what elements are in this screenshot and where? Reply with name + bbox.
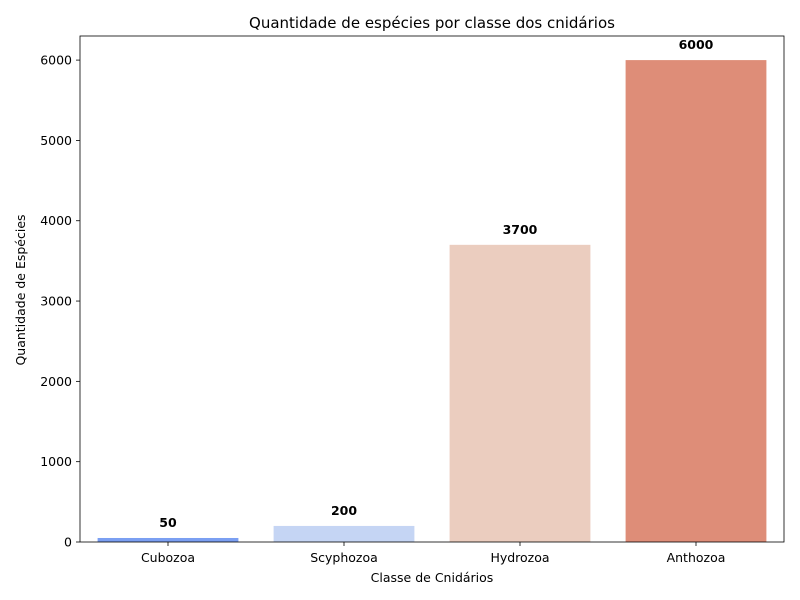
plot-area: 50 Cubozoa 200 Scyphozoa 3700 Hydrozoa 6000 Ant… (40, 35, 785, 565)
axes-frame (79, 35, 785, 543)
x-tick-label: Scyphozoa (310, 550, 378, 565)
x-tick-label: Cubozoa (141, 550, 195, 565)
x-tick-label: Anthozoa (667, 550, 726, 565)
data-label: 200 (331, 503, 357, 518)
y-tick-label: 6000 (40, 53, 72, 68)
y-tick-label: 5000 (40, 133, 72, 148)
bar-scyphozoa (273, 525, 415, 542)
chart-title: Quantidade de espécies por classe dos cn… (249, 14, 615, 32)
bar-hydrozoa (449, 244, 591, 543)
data-label: 6000 (679, 37, 714, 52)
x-axis-label: Classe de Cnidários (371, 570, 494, 585)
y-tick-label: 0 (64, 535, 72, 550)
y-tick-label: 3000 (40, 294, 72, 309)
bar-cubozoa (97, 537, 239, 542)
y-tick-label: 2000 (40, 374, 72, 389)
data-label: 50 (159, 515, 177, 530)
y-axis-label: Quantidade de Espécies (13, 214, 28, 365)
x-tick-label: Hydrozoa (490, 550, 549, 565)
y-tick-label: 4000 (40, 213, 72, 228)
bar-anthozoa (625, 60, 767, 542)
y-tick-label: 1000 (40, 454, 72, 469)
data-label: 3700 (503, 222, 538, 237)
